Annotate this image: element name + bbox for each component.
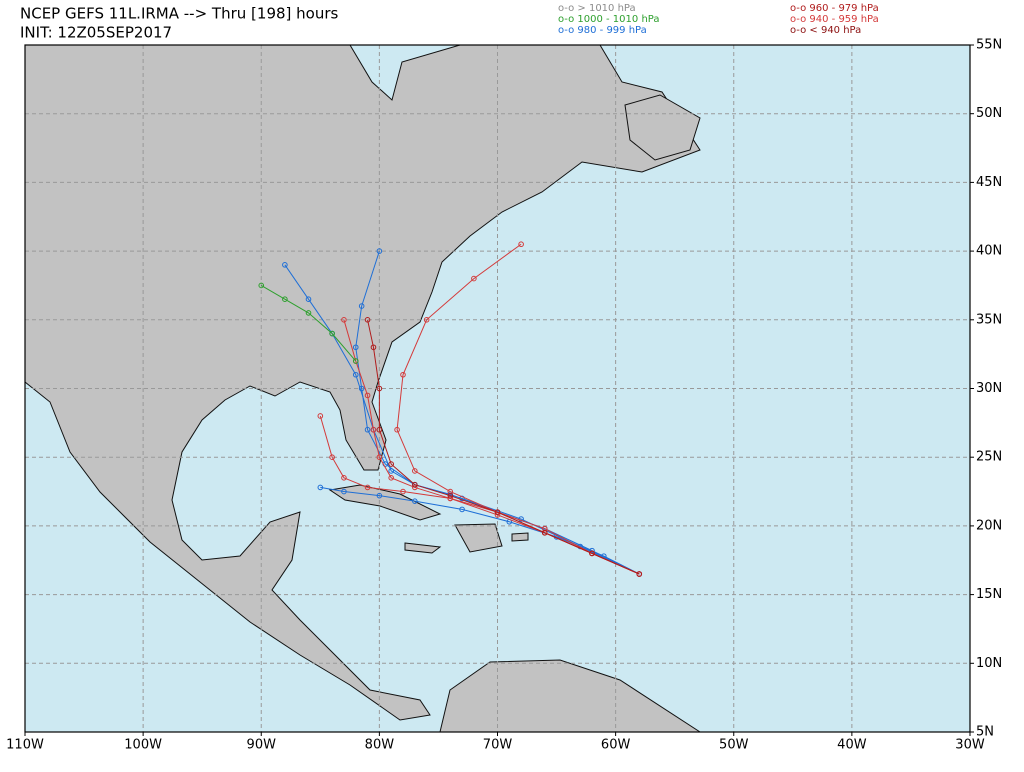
track-point [518, 516, 524, 522]
track-point [636, 571, 643, 577]
track-point [388, 475, 394, 481]
track-point [352, 358, 359, 364]
track-point [258, 282, 265, 289]
track-line [260, 285, 357, 362]
init-time: INIT: 12Z05SEP2017 [20, 24, 172, 42]
track-point [352, 344, 359, 351]
track-point [459, 506, 465, 513]
track-point [282, 296, 288, 302]
x-tick-label: 60W [601, 738, 631, 753]
track-point [341, 317, 347, 323]
y-tick-label: 25N [976, 450, 1002, 465]
track-line [367, 319, 640, 575]
track-point [394, 426, 400, 433]
legend-entry: o-o 1000 - 1010 hPa [558, 14, 659, 25]
track-point [352, 371, 359, 378]
track-line [320, 486, 640, 575]
track-point [329, 454, 335, 461]
legend-entry: o-o > 1010 hPa [558, 3, 636, 14]
north-america [24, 44, 701, 721]
track-point [376, 454, 383, 461]
track-line [319, 415, 640, 575]
track-point [494, 509, 501, 515]
track-point [400, 488, 406, 495]
y-tick-label: 40N [976, 244, 1002, 259]
track-point [447, 492, 454, 499]
x-tick-label: 70W [483, 738, 513, 753]
track-point [412, 468, 418, 474]
title: NCEP GEFS 11L.IRMA --> Thru [198] hours [20, 5, 339, 23]
puerto-rico [511, 532, 529, 542]
track-point [317, 413, 324, 419]
track-point [364, 426, 371, 433]
tracks [258, 241, 643, 577]
track-point [364, 484, 371, 491]
track-point [376, 248, 383, 254]
track-point [400, 371, 406, 378]
track-point [341, 488, 347, 495]
x-tick-label: 40W [837, 738, 867, 753]
x-tick-label: 30W [955, 738, 985, 753]
track-point [305, 310, 312, 316]
track-point [305, 296, 312, 302]
track-point [370, 344, 377, 351]
track-point [341, 475, 347, 481]
x-tick-label: 110W [6, 738, 44, 753]
y-tick-label: 55N [976, 38, 1002, 53]
track-point [317, 484, 324, 491]
track-point [364, 317, 371, 323]
track-point [423, 317, 430, 323]
newfoundland [624, 94, 701, 161]
track-point [459, 495, 465, 502]
legend-entry: o-o < 940 hPa [790, 25, 861, 36]
y-tick-label: 10N [976, 656, 1002, 671]
track-line [355, 250, 640, 575]
y-tick-label: 45N [976, 175, 1002, 190]
cuba [328, 484, 442, 521]
track-point [412, 481, 418, 488]
track-point [364, 392, 371, 399]
track-point [358, 385, 365, 392]
y-tick-label: 35N [976, 312, 1002, 327]
track-point [471, 275, 477, 282]
track-point [589, 550, 595, 557]
legend-entry: o-o 940 - 959 hPa [790, 14, 879, 25]
x-tick-label: 100W [124, 738, 162, 753]
x-tick-label: 90W [247, 738, 277, 753]
track-point [376, 492, 383, 499]
x-tick-label: 50W [719, 738, 749, 753]
hispaniola [454, 523, 503, 553]
legend-entry: o-o 980 - 999 hPa [558, 25, 647, 36]
y-tick-label: 5N [976, 725, 994, 740]
land [24, 44, 702, 733]
y-tick-label: 20N [976, 518, 1002, 533]
track-point [388, 461, 394, 467]
track-point [376, 426, 383, 433]
track-point [370, 426, 377, 433]
y-tick-label: 30N [976, 381, 1002, 396]
track-point [518, 241, 524, 248]
track-point [282, 262, 288, 268]
track-point [412, 498, 418, 504]
legend-entry: o-o 960 - 979 hPa [790, 3, 879, 14]
track-point [329, 330, 335, 337]
track-point [541, 529, 548, 536]
track-point [358, 303, 365, 309]
track-point [376, 385, 383, 392]
y-tick-label: 15N [976, 587, 1002, 602]
y-tick-label: 50N [976, 106, 1002, 121]
jamaica [404, 542, 442, 554]
x-tick-label: 80W [365, 738, 395, 753]
